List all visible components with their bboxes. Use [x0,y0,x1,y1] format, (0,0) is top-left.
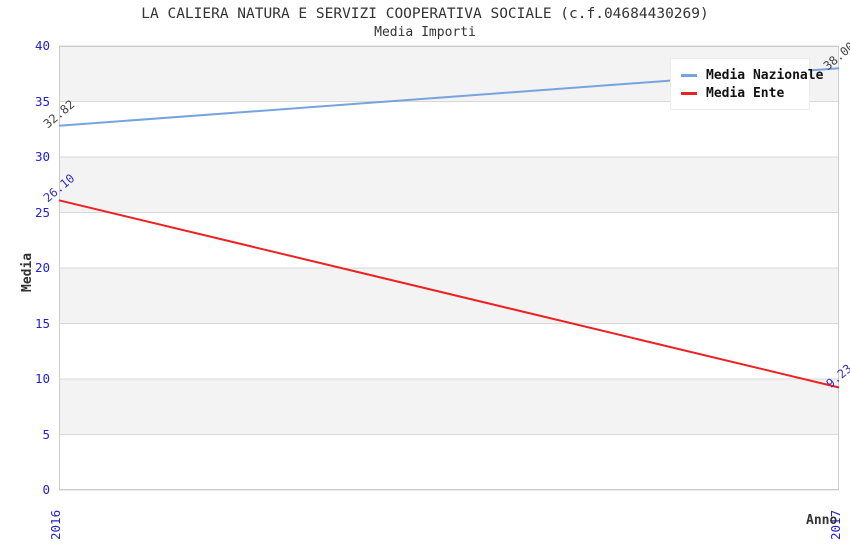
plot-area: 32.82 38.00 26.10 9.23 [41,39,850,491]
y-tick-label: 0 [42,482,50,497]
plot-band [59,434,839,490]
y-tick-label: 30 [34,149,50,164]
legend-label-media-ente: Media Ente [706,85,785,101]
y-tick-label: 10 [34,371,50,386]
legend-label-media-nazionale: Media Nazionale [706,67,824,83]
legend: Media Nazionale Media Ente [670,58,823,110]
line-marker-icon [681,73,697,77]
plot-band [59,212,839,268]
plot-band [59,157,839,213]
line-marker-icon [681,91,697,95]
chart-title: LA CALIERA NATURA E SERVIZI COOPERATIVA … [141,6,709,22]
plot-band [59,268,839,324]
x-axis-title: Anno [806,513,838,528]
plot-band [59,101,839,157]
legend-item-media-ente: Media Ente [681,85,809,101]
y-tick-label: 20 [34,260,50,275]
y-tick-label: 15 [34,315,50,331]
series-line-media-ente [58,199,840,389]
plot-band [59,379,839,435]
y-tick-label: 5 [42,426,50,442]
chart-subtitle: Media Importi [374,25,476,40]
plot-band [59,323,839,379]
legend-item-media-nazionale: Media Nazionale [681,67,823,83]
y-tick-label: 40 [34,38,50,53]
y-tick-label: 35 [34,93,50,109]
x-tick-label: 2016 [48,509,63,540]
plot-canvas [58,45,840,491]
plot-frame [59,46,839,490]
y-tick-label: 25 [34,204,50,220]
